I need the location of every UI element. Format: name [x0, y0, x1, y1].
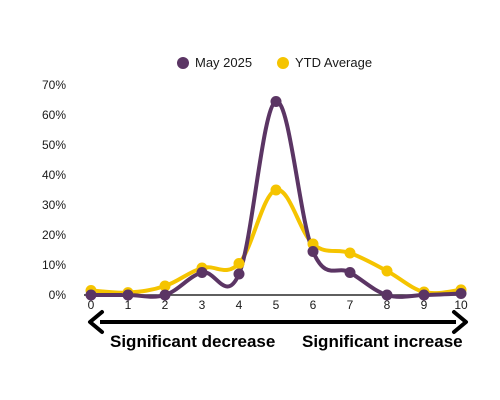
data-point-may-2025 — [233, 268, 245, 280]
data-point-may-2025 — [85, 289, 97, 301]
y-tick-label: 0% — [49, 288, 67, 302]
data-point-may-2025 — [159, 289, 171, 301]
annotation-significant-decrease: Significant decrease — [110, 332, 275, 351]
x-axis-ticks: 0 1 2 3 4 5 6 7 8 9 10 — [88, 298, 468, 312]
data-point-ytd-average — [159, 280, 171, 292]
series-line-may-2025 — [89, 99, 463, 299]
arrow-head-left — [88, 310, 104, 334]
x-tick-label: 9 — [421, 298, 428, 312]
x-tick-label: 0 — [88, 298, 95, 312]
data-point-may-2025 — [418, 289, 430, 301]
y-tick-label: 30% — [42, 198, 66, 212]
y-axis-ticks: 0% 10% 20% 30% 40% 50% 60% 70% — [42, 78, 66, 302]
x-tick-label: 2 — [162, 298, 169, 312]
x-tick-label: 3 — [199, 298, 206, 312]
x-tick-label: 5 — [273, 298, 280, 312]
legend-marker-may-2025 — [177, 57, 189, 69]
data-point-may-2025 — [381, 289, 393, 301]
direction-arrow — [88, 310, 468, 334]
annotation-significant-increase: Significant increase — [302, 332, 463, 351]
legend-label-ytd-average: YTD Average — [295, 55, 372, 70]
series-layer — [85, 96, 467, 301]
data-point-may-2025 — [344, 267, 356, 278]
data-point-may-2025 — [196, 267, 208, 278]
legend-label-may-2025: May 2025 — [195, 55, 252, 70]
x-tick-label: 7 — [347, 298, 354, 312]
x-tick-label: 6 — [310, 298, 317, 312]
data-point-ytd-average — [344, 247, 356, 259]
legend-marker-ytd-average — [277, 57, 289, 69]
x-tick-label: 8 — [384, 298, 391, 312]
series-line-ytd-average — [89, 188, 463, 296]
data-point-ytd-average — [381, 265, 393, 277]
x-tick-label: 10 — [454, 298, 468, 312]
x-tick-label: 4 — [236, 298, 243, 312]
arrow-head-right — [452, 310, 468, 334]
data-point-may-2025 — [270, 96, 282, 107]
y-tick-label: 40% — [42, 168, 66, 182]
legend: May 2025 YTD Average — [177, 55, 372, 70]
data-point-ytd-average — [270, 184, 282, 196]
data-point-may-2025 — [307, 246, 319, 257]
data-point-may-2025 — [122, 289, 134, 301]
data-point-ytd-average — [233, 258, 245, 269]
y-tick-label: 10% — [42, 258, 66, 272]
data-point-may-2025 — [455, 288, 467, 299]
x-tick-label: 1 — [125, 298, 132, 312]
y-tick-label: 20% — [42, 228, 66, 242]
y-tick-label: 70% — [42, 78, 66, 92]
y-tick-label: 50% — [42, 138, 66, 152]
y-tick-label: 60% — [42, 108, 66, 122]
